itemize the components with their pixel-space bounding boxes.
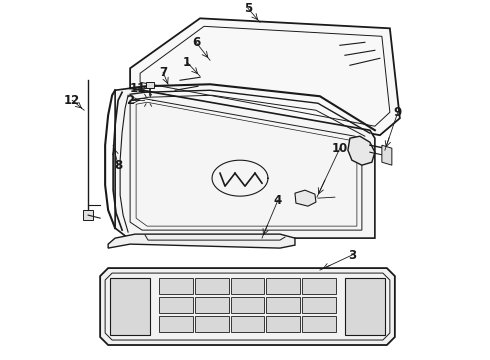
Text: 7: 7	[159, 66, 167, 79]
Text: 5: 5	[244, 2, 252, 15]
Polygon shape	[231, 297, 265, 313]
Polygon shape	[302, 278, 336, 294]
Text: 1: 1	[183, 56, 191, 69]
Polygon shape	[231, 278, 265, 294]
Polygon shape	[159, 278, 193, 294]
Polygon shape	[159, 316, 193, 332]
Polygon shape	[110, 278, 150, 335]
Text: 6: 6	[192, 36, 200, 49]
Polygon shape	[267, 278, 300, 294]
Text: 12: 12	[64, 94, 80, 107]
Polygon shape	[115, 88, 375, 238]
Polygon shape	[267, 297, 300, 313]
Polygon shape	[108, 234, 295, 248]
Polygon shape	[195, 316, 229, 332]
Text: 2: 2	[126, 94, 134, 107]
Text: 4: 4	[274, 194, 282, 207]
Polygon shape	[159, 297, 193, 313]
Text: 9: 9	[394, 106, 402, 119]
Polygon shape	[195, 278, 229, 294]
Polygon shape	[302, 297, 336, 313]
Text: 11: 11	[130, 82, 146, 95]
Polygon shape	[267, 316, 300, 332]
Polygon shape	[100, 268, 395, 345]
Text: 3: 3	[348, 249, 356, 262]
Text: 8: 8	[114, 159, 122, 172]
Text: 10: 10	[332, 142, 348, 155]
Polygon shape	[231, 316, 265, 332]
Polygon shape	[295, 190, 316, 206]
Polygon shape	[302, 316, 336, 332]
Polygon shape	[195, 297, 229, 313]
Polygon shape	[345, 278, 385, 335]
Polygon shape	[130, 18, 400, 135]
Circle shape	[142, 94, 154, 106]
Polygon shape	[146, 82, 154, 88]
Polygon shape	[83, 210, 93, 220]
Polygon shape	[382, 145, 392, 165]
Polygon shape	[348, 136, 375, 165]
